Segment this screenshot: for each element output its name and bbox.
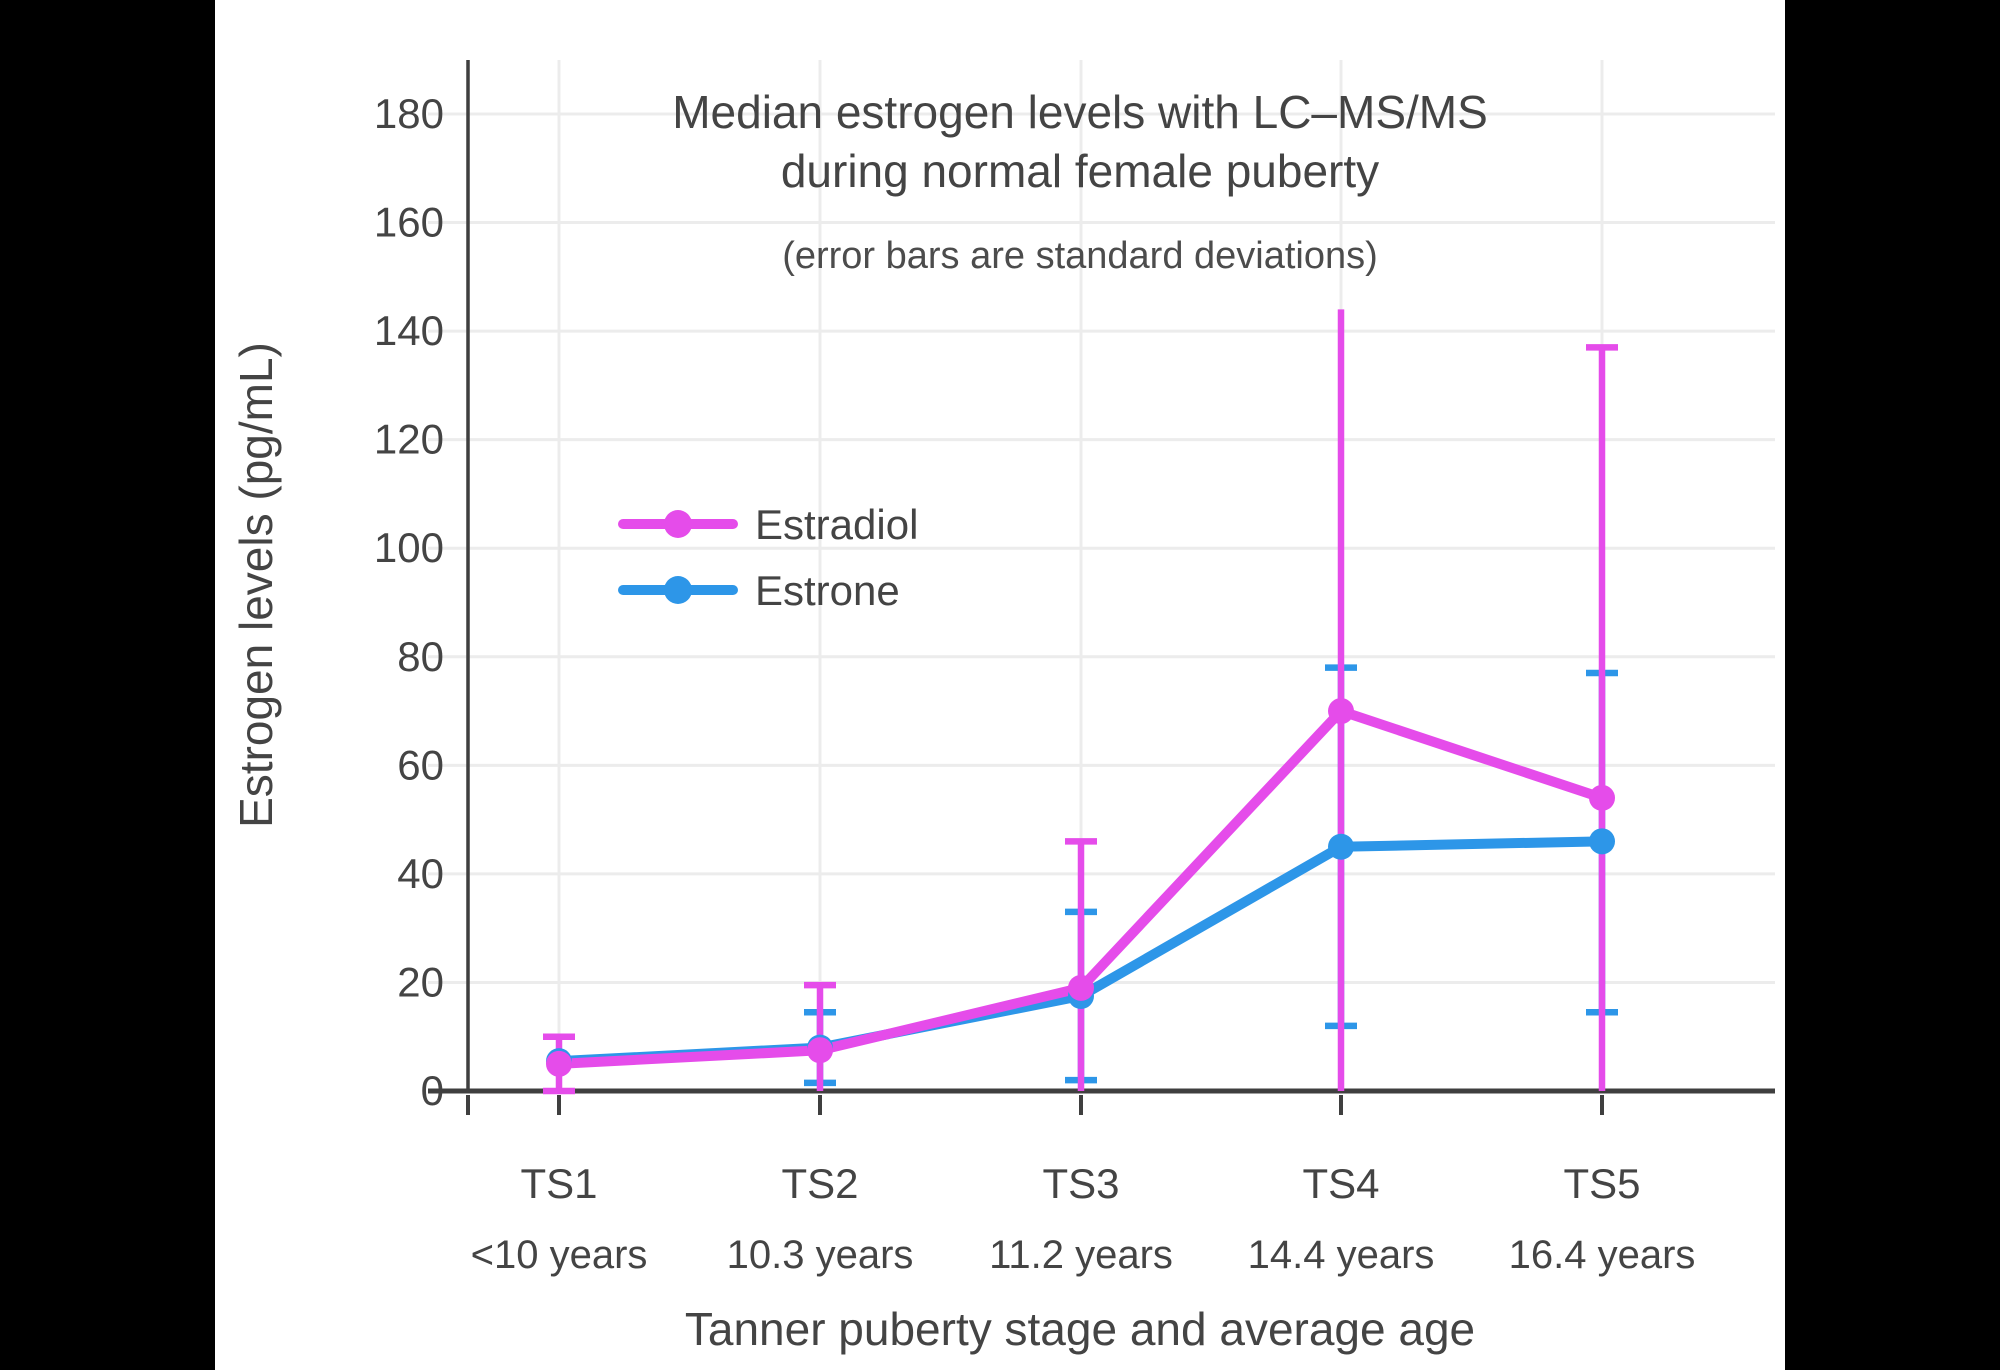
data-point-estradiol-TS1 xyxy=(546,1050,572,1077)
y-tick-label-180: 180 xyxy=(374,90,444,137)
chart-title-line2: during normal female puberty xyxy=(781,145,1379,197)
y-tick-label-60: 60 xyxy=(397,741,444,788)
x-age-label-TS2: 10.3 years xyxy=(727,1233,914,1277)
x-tick-label-TS3: TS3 xyxy=(1042,1160,1119,1207)
data-point-estradiol-TS5 xyxy=(1589,784,1615,811)
x-tick-label-TS1: TS1 xyxy=(520,1160,597,1207)
x-age-label-TS5: 16.4 years xyxy=(1509,1233,1696,1277)
legend-item-estrone[interactable]: Estrone xyxy=(618,567,900,614)
x-tick-label-TS2: TS2 xyxy=(781,1160,858,1207)
y-axis-title: Estrogen levels (pg/mL) xyxy=(230,342,282,828)
y-tick-label-120: 120 xyxy=(374,416,444,463)
y-tick-label-80: 80 xyxy=(397,633,444,680)
x-axis-title: Tanner puberty stage and average age xyxy=(685,1303,1475,1355)
x-tick-label-TS5: TS5 xyxy=(1563,1160,1640,1207)
chart-title-line1: Median estrogen levels with LC–MS/MS xyxy=(672,86,1488,138)
y-tick-label-20: 20 xyxy=(397,958,444,1005)
data-point-estradiol-TS2 xyxy=(807,1037,833,1064)
x-age-label-TS1: <10 years xyxy=(471,1233,648,1277)
y-tick-label-100: 100 xyxy=(374,524,444,571)
data-point-estradiol-TS3 xyxy=(1068,974,1094,1001)
y-tick-label-160: 160 xyxy=(374,199,444,246)
legend-marker-estrone xyxy=(664,576,692,604)
y-tick-label-140: 140 xyxy=(374,307,444,354)
plot-canvas xyxy=(215,0,1785,1370)
data-point-estrone-TS5 xyxy=(1589,828,1615,855)
y-tick-label-40: 40 xyxy=(397,850,444,897)
legend-label-estrone: Estrone xyxy=(755,567,900,614)
data-point-estrone-TS4 xyxy=(1328,833,1354,860)
legend-marker-estradiol xyxy=(664,510,692,538)
data-point-estradiol-TS4 xyxy=(1328,698,1354,725)
x-tick-label-TS4: TS4 xyxy=(1302,1160,1379,1207)
x-age-label-TS4: 14.4 years xyxy=(1248,1233,1435,1277)
legend-item-estradiol[interactable]: Estradiol xyxy=(618,501,918,548)
legend-label-estradiol: Estradiol xyxy=(755,501,918,548)
chart-subtitle: (error bars are standard deviations) xyxy=(782,235,1378,277)
x-age-label-TS3: 11.2 years xyxy=(989,1233,1173,1277)
